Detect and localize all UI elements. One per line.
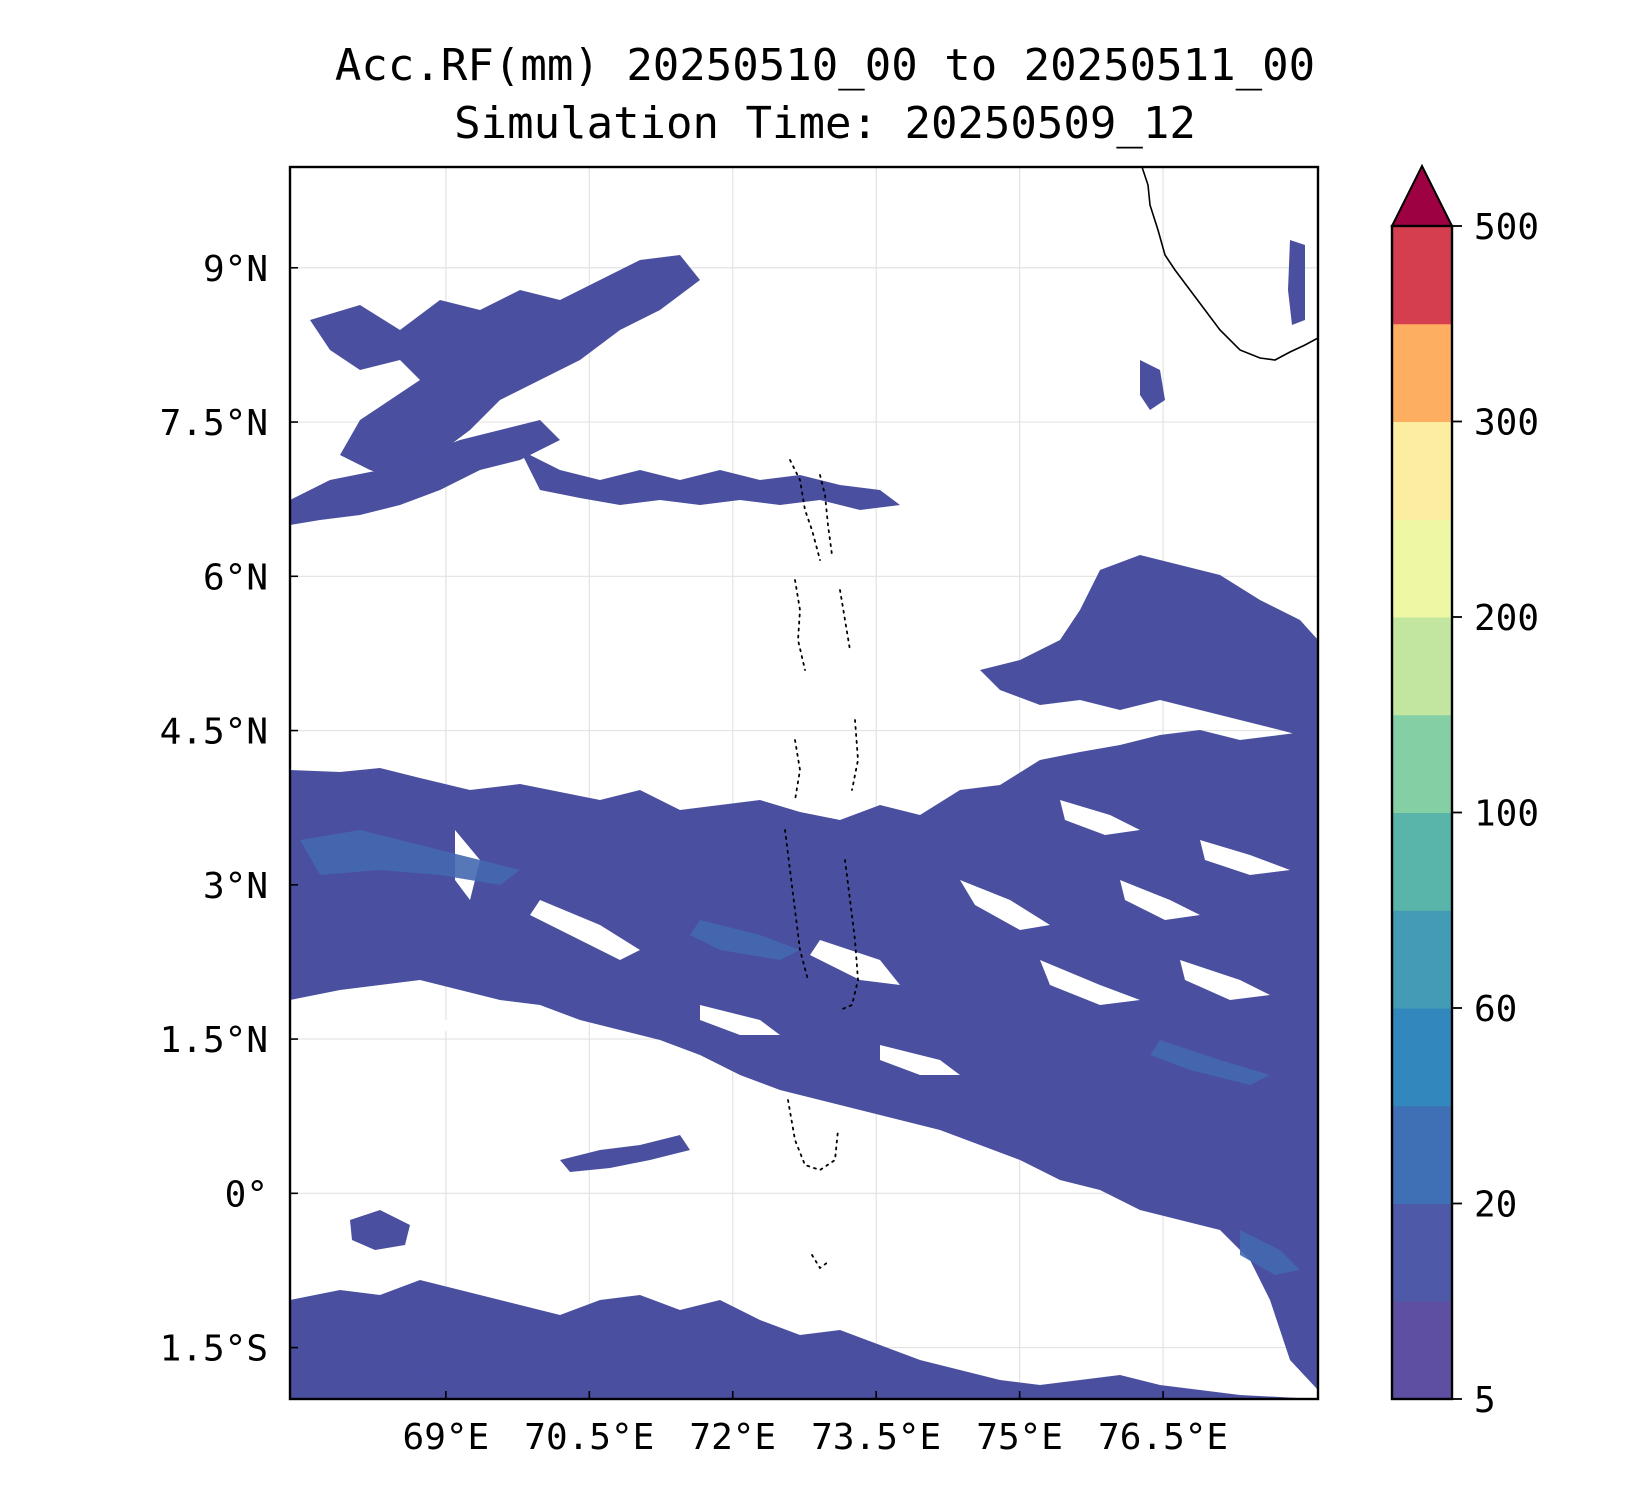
colorbar-tick-label: 200 <box>1474 598 1539 639</box>
nw-rain-streak <box>290 420 560 525</box>
lon-tick-label: 76.5°E <box>1098 1417 1228 1458</box>
colorbar-segment <box>1392 519 1452 618</box>
colorbar-segment <box>1392 910 1452 1009</box>
sw-rain-patch <box>395 1335 455 1375</box>
colorbar-tick-label: 500 <box>1474 207 1539 248</box>
colorbar-segment <box>1392 1105 1452 1204</box>
east-rain-cluster <box>980 555 1318 740</box>
colorbar-segment <box>1392 1203 1452 1302</box>
colorbar-segment <box>1392 323 1452 422</box>
map-frame <box>288 165 1320 1401</box>
colorbar-segment <box>1392 1301 1452 1400</box>
ne-rain-patch <box>1140 360 1165 410</box>
rainfall-field <box>290 240 1318 1399</box>
south-rain-band <box>290 1280 1318 1399</box>
rainfall-core <box>300 830 1300 1275</box>
longitude-axis: 69°E 70.5°E 72°E 73.5°E 75°E 76.5°E <box>403 1391 1228 1458</box>
w-rain-patch <box>350 1210 410 1250</box>
ne-rain-patch-2 <box>1288 240 1305 325</box>
main-rain-band <box>290 730 1318 1390</box>
latitude-axis: 9°N 7.5°N 6°N 4.5°N 3°N 1.5°N 0° 1.5°S <box>160 249 298 1370</box>
lat-tick-label: 1.5°N <box>160 1020 268 1061</box>
lat-tick-label: 1.5°S <box>160 1329 268 1370</box>
lat-tick-label: 0° <box>225 1174 268 1215</box>
lon-tick-label: 75°E <box>976 1417 1063 1458</box>
colorbar-tick-label: 300 <box>1474 403 1539 444</box>
colorbar-segment <box>1392 812 1452 911</box>
colorbar: 5 20 60 100 200 300 500 <box>1390 163 1539 1421</box>
lon-tick-label: 73.5°E <box>811 1417 941 1458</box>
colorbar-tick-label: 100 <box>1474 794 1539 835</box>
colorbar-tick-label: 60 <box>1474 989 1517 1030</box>
lat-tick-label: 6°N <box>203 557 268 598</box>
colorbar-segment <box>1392 714 1452 813</box>
lon-tick-label: 72°E <box>689 1417 776 1458</box>
lat-tick-label: 9°N <box>203 249 268 290</box>
title-line-2: Simulation Time: 20250509_12 <box>454 98 1196 149</box>
lat-tick-label: 7.5°N <box>160 403 268 444</box>
title-line-1: Acc.RF(mm) 20250510_00 to 20250511_00 <box>334 40 1316 91</box>
colorbar-segment <box>1392 617 1452 716</box>
colorbar-segment <box>1392 421 1452 520</box>
colorbar-extend-arrow <box>1390 163 1454 227</box>
india-coastline <box>1141 167 1318 361</box>
map-area <box>290 167 1318 1399</box>
lon-tick-label: 69°E <box>403 1417 490 1458</box>
colorbar-segment <box>1392 226 1452 325</box>
lat-tick-label: 3°N <box>203 866 268 907</box>
colorbar-tick-label: 5 <box>1474 1380 1496 1421</box>
north-rain-streak <box>520 450 900 510</box>
colorbar-tick-label: 20 <box>1474 1185 1517 1226</box>
colorbar-segment <box>1392 1008 1452 1107</box>
south-rain-streak <box>560 1135 690 1172</box>
nw-rain-cluster <box>310 255 700 480</box>
maldives-atolls <box>784 459 859 1270</box>
lon-tick-label: 70.5°E <box>524 1417 654 1458</box>
lat-tick-label: 4.5°N <box>160 712 268 753</box>
